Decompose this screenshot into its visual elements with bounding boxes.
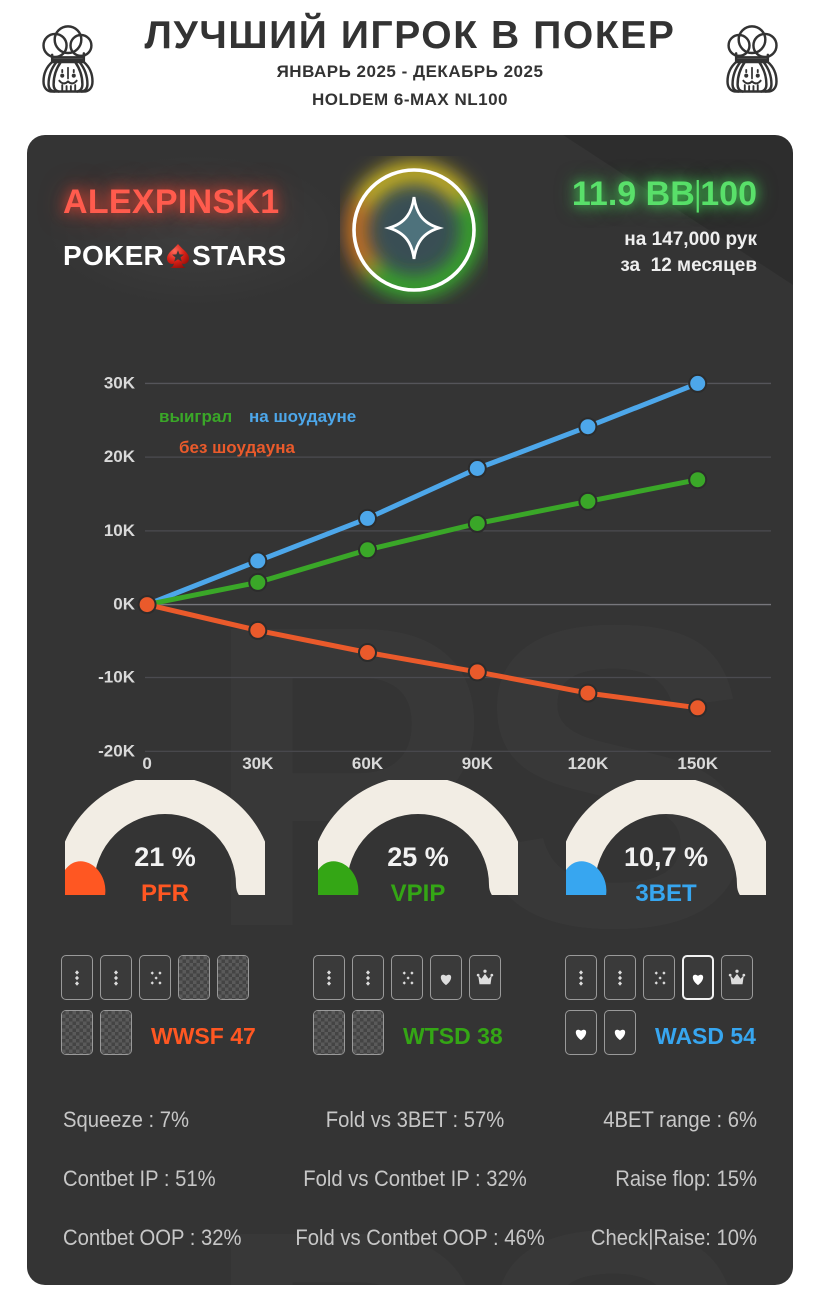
svg-text:120K: 120K <box>568 754 609 770</box>
svg-text:90K: 90K <box>462 754 494 770</box>
svg-text:60K: 60K <box>352 754 384 770</box>
svg-text:0K: 0K <box>113 595 135 614</box>
svg-text:30K: 30K <box>242 754 274 770</box>
svg-text:0: 0 <box>142 754 151 770</box>
svg-text:20K: 20K <box>104 447 136 466</box>
svg-text:150K: 150K <box>677 754 718 770</box>
svg-text:30K: 30K <box>104 373 136 392</box>
svg-text:-20K: -20K <box>98 741 136 760</box>
svg-text:10K: 10K <box>104 521 136 540</box>
svg-text:-10K: -10K <box>98 668 136 687</box>
